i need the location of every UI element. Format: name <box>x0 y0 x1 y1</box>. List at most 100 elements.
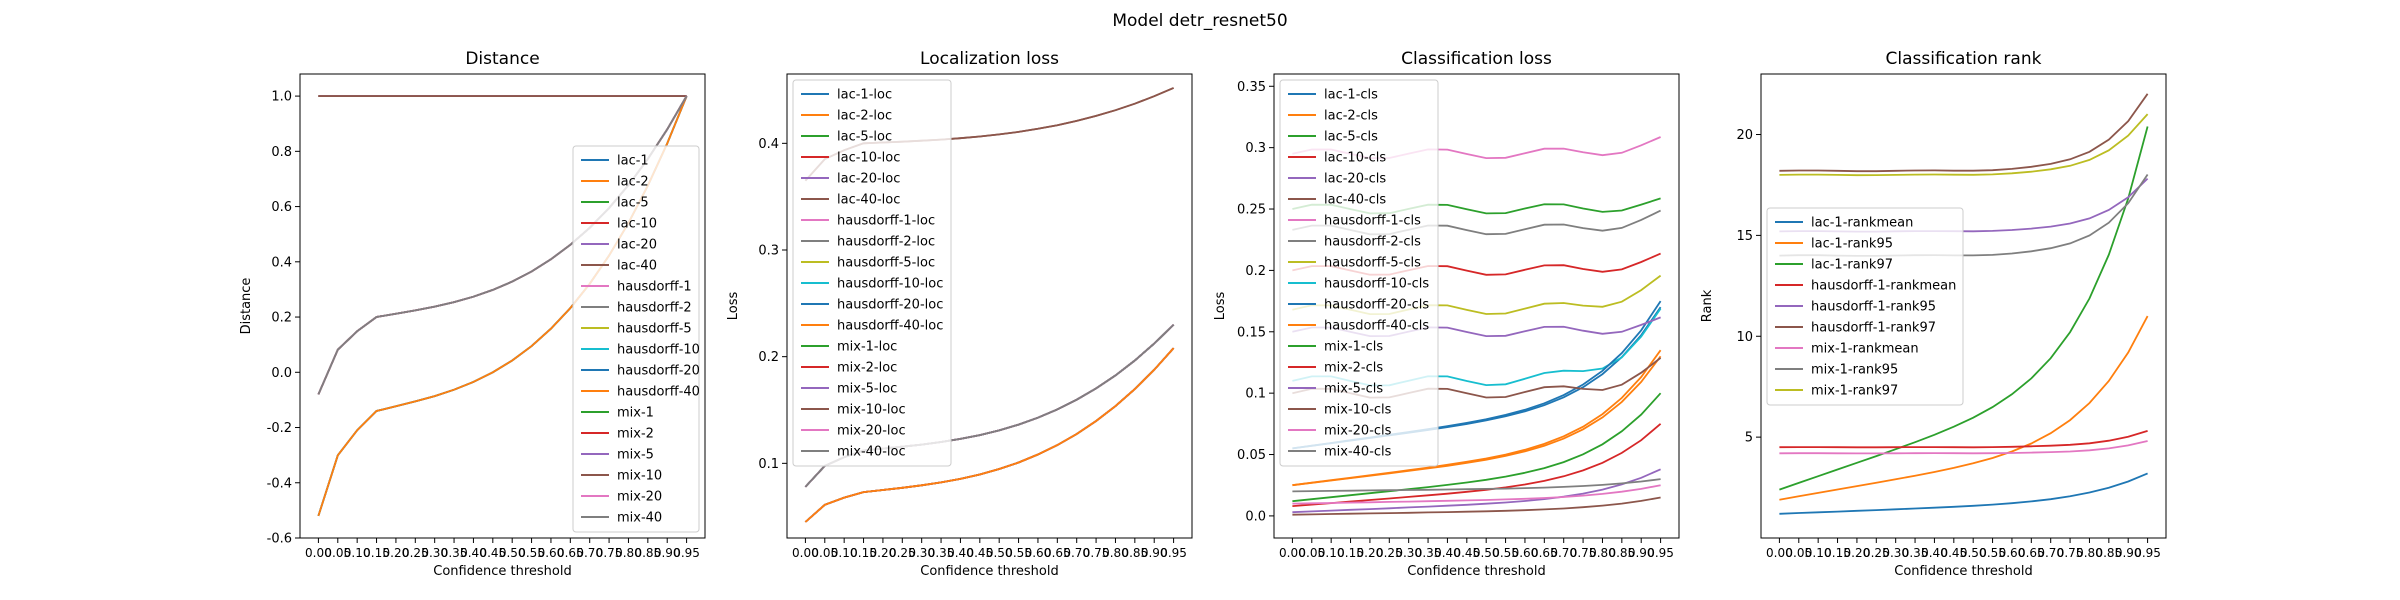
x-tick-label: 0.80 <box>1102 546 1129 560</box>
series-line-lac-1-rank95 <box>1779 315 2149 501</box>
legend-label: lac-1-loc <box>837 88 892 103</box>
series-line-mix-40-cls <box>1292 478 1661 493</box>
legend-label: mix-40-cls <box>1324 445 1392 460</box>
chart-panel-1: Distance 0.000.050.100.150.200.250.300.35… <box>239 49 706 579</box>
legend-label: mix-5-cls <box>1324 382 1383 397</box>
x-tick-label: 0.65 <box>1531 546 1558 560</box>
x-tick-label: 0.55 <box>1005 546 1032 560</box>
x-tick-label: 0.35 <box>441 546 468 560</box>
legend-label: lac-1-rank97 <box>1811 258 1893 273</box>
y-tick-label: 0.4 <box>271 255 292 270</box>
x-tick-label: 0.55 <box>1979 546 2006 560</box>
y-tick-label: 1.0 <box>271 90 292 105</box>
legend-label: lac-10-cls <box>1324 151 1386 166</box>
legend-label: mix-2-cls <box>1324 361 1383 376</box>
chart-title: Localization loss <box>920 49 1059 69</box>
x-tick-label: 0.80 <box>2076 546 2103 560</box>
legend-label: lac-40-loc <box>837 193 900 208</box>
legend-label: mix-5 <box>617 448 654 463</box>
legend: lac-1-loc lac-2-loc lac-5-loc lac-10-loc lac… <box>792 79 952 467</box>
series-line-lac-40-cls <box>1292 496 1661 516</box>
legend-label: mix-40-loc <box>837 445 906 460</box>
x-tick-label: 0.05 <box>811 546 838 560</box>
y-tick-label: 0.05 <box>1237 448 1266 463</box>
x-tick-label: 0.75 <box>2057 546 2084 560</box>
x-tick-label: 0.00 <box>792 546 819 560</box>
x-axis-label: Confidence threshold <box>920 564 1058 579</box>
legend-label: hausdorff-40-cls <box>1324 319 1429 334</box>
legend-box <box>1279 79 1439 467</box>
y-tick-label: -0.6 <box>267 532 292 547</box>
x-tick-label: 0.65 <box>557 546 584 560</box>
legend-label: mix-5-loc <box>837 382 897 397</box>
x-tick-label: 0.90 <box>2115 546 2142 560</box>
x-tick-label: 0.25 <box>1376 546 1403 560</box>
legend-label: mix-2-loc <box>837 361 897 376</box>
series-line-lac-10-cls <box>1292 423 1662 507</box>
x-tick-label: 0.30 <box>1395 546 1422 560</box>
x-tick-label: 0.70 <box>576 546 603 560</box>
x-tick-label: 0.15 <box>363 546 390 560</box>
legend-label: hausdorff-10-loc <box>837 277 943 292</box>
y-tick-label: 0.1 <box>1245 387 1266 402</box>
x-tick-label: 0.20 <box>1844 546 1871 560</box>
x-tick-label: 0.25 <box>1863 546 1890 560</box>
x-tick-label: 0.35 <box>928 546 955 560</box>
y-tick-label: -0.2 <box>267 421 292 436</box>
x-tick-label: 0.60 <box>1999 546 2026 560</box>
legend-label: hausdorff-20-cls <box>1324 298 1429 313</box>
x-axis-label: Confidence threshold <box>1407 564 1545 579</box>
axes-frame <box>1273 73 1680 539</box>
legend-label: mix-1-rankmean <box>1811 342 1919 357</box>
y-tick-label: 0.3 <box>758 244 779 259</box>
y-tick-label: 0.2 <box>1245 264 1266 279</box>
y-tick-label: 0.8 <box>271 145 292 160</box>
x-tick-label: 0.15 <box>1824 546 1851 560</box>
x-axis-label: Confidence threshold <box>1894 564 2032 579</box>
x-tick-label: 0.40 <box>1921 546 1948 560</box>
y-tick-label: 0.0 <box>271 366 292 381</box>
x-tick-label: 0.60 <box>538 546 565 560</box>
legend-label: lac-5-cls <box>1324 130 1378 145</box>
x-tick-label: 0.20 <box>383 546 410 560</box>
x-tick-label: 0.70 <box>1063 546 1090 560</box>
x-tick-label: 0.85 <box>634 546 661 560</box>
x-tick-label: 0.10 <box>831 546 858 560</box>
legend-label: hausdorff-10 <box>617 343 700 358</box>
x-tick-label: 0.05 <box>1785 546 1812 560</box>
legend-label: mix-10-loc <box>837 403 906 418</box>
x-tick-label: 0.20 <box>870 546 897 560</box>
x-tick-label: 0.80 <box>1589 546 1616 560</box>
legend-label: mix-10-cls <box>1324 403 1392 418</box>
x-tick-label: 0.35 <box>1415 546 1442 560</box>
x-tick-label: 0.65 <box>1044 546 1071 560</box>
legend-label: hausdorff-20-loc <box>837 298 943 313</box>
legend-label: hausdorff-1-rank95 <box>1811 300 1936 315</box>
x-tick-label: 0.40 <box>460 546 487 560</box>
series-line-hausdorff-40-cls <box>1292 355 1662 487</box>
x-tick-label: 0.70 <box>2037 546 2064 560</box>
x-tick-label: 0.55 <box>518 546 545 560</box>
x-tick-label: 0.50 <box>986 546 1013 560</box>
x-tick-label: 0.80 <box>615 546 642 560</box>
legend-label: mix-1-rank97 <box>1811 384 1898 399</box>
x-tick-label: 0.25 <box>889 546 916 560</box>
y-tick-label: 0.2 <box>271 311 292 326</box>
y-tick-label: 0.4 <box>758 137 779 152</box>
x-tick-label: 0.05 <box>324 546 351 560</box>
y-axis-label: Loss <box>726 292 741 321</box>
legend-label: hausdorff-5 <box>617 322 692 337</box>
legend-label: mix-1 <box>617 406 654 421</box>
x-tick-label: 0.85 <box>1121 546 1148 560</box>
legend-label: lac-5-loc <box>837 130 892 145</box>
legend: lac-1 lac-2 lac-5 lac-10 lac-20 lac-40 hausdor… <box>572 145 700 533</box>
x-axis-label: Confidence threshold <box>433 564 571 579</box>
legend-box <box>572 145 700 533</box>
y-tick-label: 0.0 <box>1245 509 1266 524</box>
x-tick-label: 0.90 <box>1141 546 1168 560</box>
legend-label: lac-5 <box>617 196 649 211</box>
legend-label: mix-1-rank95 <box>1811 363 1898 378</box>
y-tick-label: 15 <box>1736 229 1753 244</box>
y-axis-label: Distance <box>239 278 254 335</box>
y-tick-label: 0.3 <box>1245 141 1266 156</box>
